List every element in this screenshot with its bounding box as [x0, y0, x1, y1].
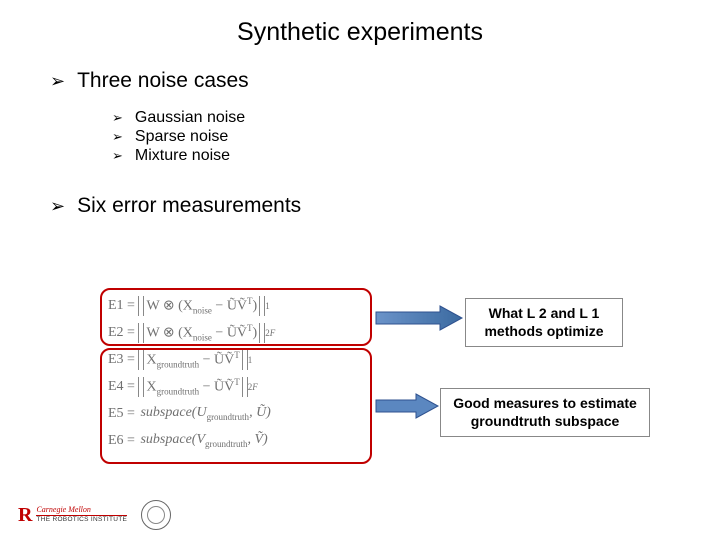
- arrow-to-callout-2: [372, 392, 442, 420]
- seal-icon: [141, 500, 171, 530]
- logo-institute: THE ROBOTICS INSTITUTE: [36, 516, 127, 524]
- bullet-error-measurements: ➢ Six error measurements: [50, 194, 690, 218]
- bullet-text: Mixture noise: [135, 147, 230, 165]
- logo-brand: Carnegie Mellon: [36, 506, 127, 516]
- logo-r-icon: R: [18, 504, 32, 527]
- robotics-institute-logo: R Carnegie Mellon THE ROBOTICS INSTITUTE: [18, 504, 127, 527]
- bullet-text: Sparse noise: [135, 128, 228, 146]
- callout-line: groundtruth subspace: [451, 413, 639, 431]
- arrow-icon: ➢: [112, 110, 123, 127]
- arrow-icon: ➢: [50, 72, 65, 90]
- callout-line: Good measures to estimate: [451, 395, 639, 413]
- callout-line: What L 2 and L 1: [476, 305, 612, 323]
- callout-optimize: What L 2 and L 1 methods optimize: [465, 298, 623, 347]
- footer: R Carnegie Mellon THE ROBOTICS INSTITUTE: [18, 500, 171, 530]
- arrow-to-callout-1: [372, 304, 467, 332]
- arrow-icon: ➢: [50, 197, 65, 215]
- sub-bullet: ➢ Mixture noise: [112, 147, 690, 165]
- bullet-text: Three noise cases: [77, 69, 249, 93]
- callout-line: methods optimize: [476, 323, 612, 341]
- slide-title: Synthetic experiments: [30, 18, 690, 47]
- slide: Synthetic experiments ➢ Three noise case…: [0, 0, 720, 540]
- callout-groundtruth: Good measures to estimate groundtruth su…: [440, 388, 650, 437]
- bullet-noise-cases: ➢ Three noise cases: [50, 69, 690, 93]
- highlight-box-top: [100, 288, 372, 346]
- arrow-icon: ➢: [112, 148, 123, 165]
- sub-bullet: ➢ Sparse noise: [112, 128, 690, 146]
- sub-bullet: ➢ Gaussian noise: [112, 109, 690, 127]
- highlight-box-bottom: [100, 348, 372, 464]
- bullet-text: Six error measurements: [77, 194, 301, 218]
- arrow-icon: ➢: [112, 129, 123, 146]
- bullet-text: Gaussian noise: [135, 109, 245, 127]
